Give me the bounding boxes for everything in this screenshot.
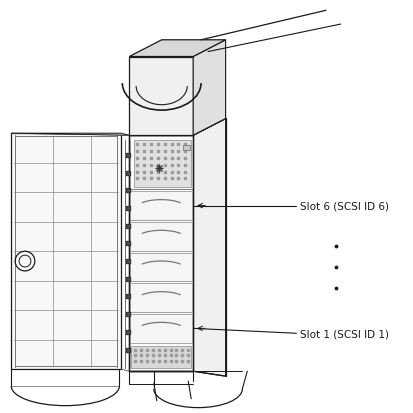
Polygon shape: [134, 141, 191, 188]
Text: Slot 6 (SCSI ID 6): Slot 6 (SCSI ID 6): [300, 201, 389, 211]
Polygon shape: [130, 284, 192, 312]
Text: Slot 1 (SCSI ID 1): Slot 1 (SCSI ID 1): [300, 328, 389, 338]
Polygon shape: [11, 134, 121, 369]
Polygon shape: [130, 222, 192, 251]
Polygon shape: [129, 41, 225, 57]
Bar: [183, 146, 190, 151]
Polygon shape: [129, 57, 193, 136]
Polygon shape: [131, 346, 191, 368]
Polygon shape: [130, 253, 192, 282]
Polygon shape: [130, 314, 192, 343]
Polygon shape: [129, 119, 225, 136]
Polygon shape: [129, 136, 193, 371]
Polygon shape: [193, 41, 225, 136]
Polygon shape: [193, 119, 225, 376]
Polygon shape: [11, 134, 129, 136]
Polygon shape: [130, 192, 192, 221]
